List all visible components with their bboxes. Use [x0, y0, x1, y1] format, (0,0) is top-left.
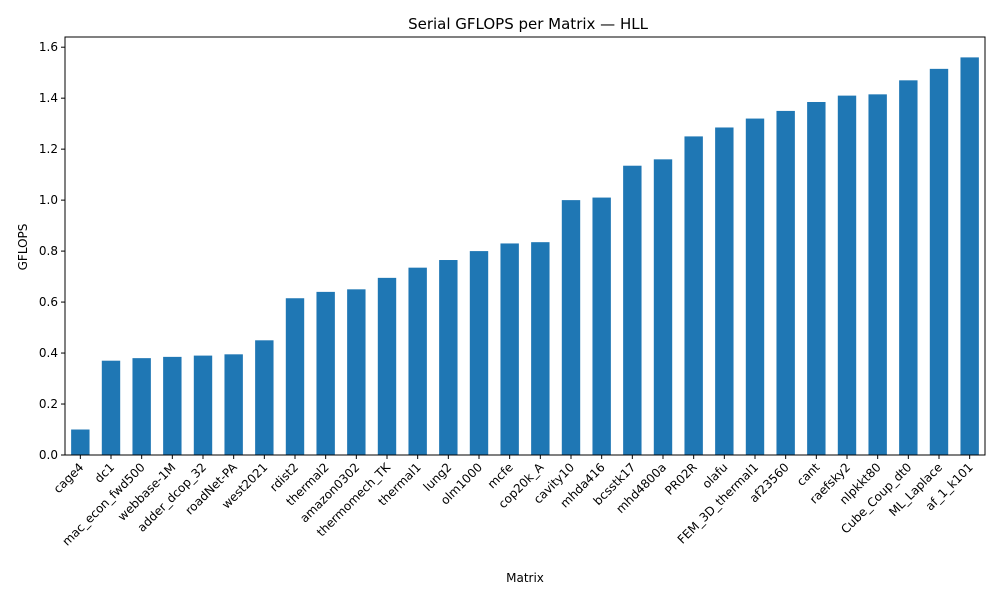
bar-cop20k_A [531, 242, 550, 455]
bar-cage4 [71, 429, 90, 455]
y-tick-label: 1.0 [39, 193, 58, 207]
bar-olafu [715, 127, 734, 456]
bar-bcsstk17 [623, 165, 642, 455]
bar-rdist2 [285, 298, 305, 455]
bar-thermal2 [316, 291, 335, 455]
bar-thermal1 [408, 267, 427, 455]
bars-group [71, 57, 979, 456]
bar-webbase-1M [163, 356, 182, 455]
bar-raefsky2 [837, 95, 857, 455]
bar-mhda416 [592, 197, 611, 455]
bar-Cube_Coup_dt0 [899, 80, 918, 455]
bar-af_1_k101 [960, 57, 979, 455]
bar-mac_econ_fwd500 [132, 358, 151, 455]
y-tick-label: 1.6 [39, 40, 58, 54]
bar-af23560 [776, 110, 795, 455]
bar-cant [807, 101, 826, 456]
bar-FEM_3D_thermal1 [745, 118, 765, 455]
bar-nlpkkt80 [868, 94, 887, 455]
y-tick-label: 0.8 [39, 244, 58, 258]
bar-west2021 [255, 340, 274, 455]
y-tick-label: 1.4 [39, 91, 58, 105]
bar-olm1000 [469, 251, 489, 455]
y-axis: 0.0 0.2 0.4 0.6 0.8 1.0 1.2 1.4 1.6 [39, 40, 65, 462]
y-axis-label: GFLOPS [16, 224, 30, 271]
bar-dc1 [101, 360, 121, 455]
bar-ML_Laplace [929, 68, 949, 456]
chart-title: Serial GFLOPS per Matrix — HLL [408, 15, 649, 33]
y-tick-label: 0.4 [39, 346, 58, 360]
y-tick-label: 0.6 [39, 295, 58, 309]
bar-PR02R [684, 136, 703, 455]
bar-amazon0302 [347, 289, 366, 455]
x-axis-label: Matrix [506, 571, 544, 585]
y-tick-label: 0.0 [39, 448, 58, 462]
y-tick-label: 1.2 [39, 142, 58, 156]
y-tick-label: 0.2 [39, 397, 58, 411]
bar-thermomech_TK [377, 277, 397, 455]
bar-lung2 [439, 260, 458, 455]
plot-frame [64, 36, 986, 456]
bar-adder_dcop_32 [193, 355, 213, 455]
bar-roadNet-PA [224, 354, 243, 455]
bar-mcfe [500, 243, 519, 455]
bar-cavity10 [561, 200, 581, 455]
bar-mhd4800a [653, 159, 673, 455]
